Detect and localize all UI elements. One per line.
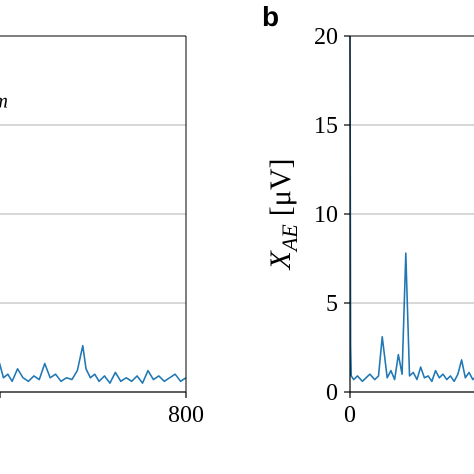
axes-frame: 600800 (0, 35, 204, 428)
y-label-variable: X (264, 249, 297, 270)
y-tick-label: 10 (314, 202, 338, 228)
series-line (0, 344, 187, 384)
y-label-unit: [μV] (264, 159, 297, 217)
annotation-subscript: m (0, 90, 8, 112)
annotation-label: 2fm (0, 77, 8, 112)
axes-frame: 02005101520 (314, 24, 474, 428)
y-label-subscript: AE (277, 224, 302, 253)
panel-label: b (262, 1, 279, 32)
y-axis-label: XAE [μV] (264, 159, 302, 271)
y-tick-label: 5 (326, 291, 338, 317)
x-tick-label: 0 (344, 402, 356, 428)
y-tick-label: 20 (314, 24, 338, 50)
grid-lines (0, 124, 186, 304)
chart-panel-0: 6008002fm (0, 35, 204, 428)
grid-lines (350, 124, 474, 304)
y-tick-label: 0 (326, 380, 338, 406)
chart-panel-1: 02005101520bXAE[μV] (262, 1, 474, 428)
series-line (349, 35, 474, 383)
x-tick-label: 800 (168, 402, 204, 428)
y-tick-label: 15 (314, 113, 338, 139)
